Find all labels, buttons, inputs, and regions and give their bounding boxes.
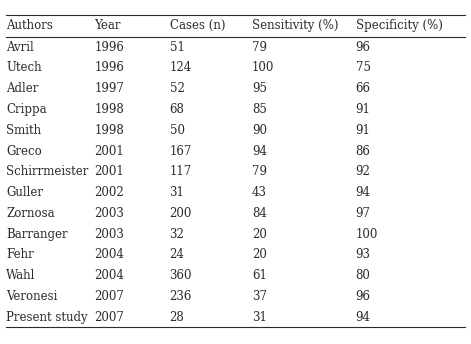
- Text: 28: 28: [170, 311, 184, 324]
- Text: 20: 20: [252, 227, 267, 240]
- Text: 94: 94: [356, 311, 371, 324]
- Text: Authors: Authors: [6, 19, 53, 32]
- Text: Fehr: Fehr: [6, 248, 34, 261]
- Text: Wahl: Wahl: [6, 269, 35, 282]
- Text: 1998: 1998: [94, 103, 124, 116]
- Text: 95: 95: [252, 82, 267, 95]
- Text: Greco: Greco: [6, 144, 42, 158]
- Text: 1997: 1997: [94, 82, 124, 95]
- Text: 94: 94: [356, 186, 371, 199]
- Text: 96: 96: [356, 41, 371, 54]
- Text: 75: 75: [356, 62, 371, 74]
- Text: 61: 61: [252, 269, 267, 282]
- Text: 1996: 1996: [94, 41, 124, 54]
- Text: Barranger: Barranger: [6, 227, 68, 240]
- Text: 100: 100: [356, 227, 378, 240]
- Text: 50: 50: [170, 124, 185, 137]
- Text: 68: 68: [170, 103, 185, 116]
- Text: Zornosa: Zornosa: [6, 207, 55, 220]
- Text: 24: 24: [170, 248, 185, 261]
- Text: 360: 360: [170, 269, 192, 282]
- Text: 52: 52: [170, 82, 185, 95]
- Text: 79: 79: [252, 41, 267, 54]
- Text: Sensitivity (%): Sensitivity (%): [252, 19, 339, 32]
- Text: 96: 96: [356, 290, 371, 303]
- Text: 2003: 2003: [94, 227, 124, 240]
- Text: Guller: Guller: [6, 186, 43, 199]
- Text: Avril: Avril: [6, 41, 34, 54]
- Text: Specificity (%): Specificity (%): [356, 19, 442, 32]
- Text: 20: 20: [252, 248, 267, 261]
- Text: 2001: 2001: [94, 165, 124, 178]
- Text: 85: 85: [252, 103, 267, 116]
- Text: Utech: Utech: [6, 62, 42, 74]
- Text: Adler: Adler: [6, 82, 39, 95]
- Text: 91: 91: [356, 124, 371, 137]
- Text: 2001: 2001: [94, 144, 124, 158]
- Text: 31: 31: [252, 311, 267, 324]
- Text: 1996: 1996: [94, 62, 124, 74]
- Text: Cases (n): Cases (n): [170, 19, 225, 32]
- Text: 37: 37: [252, 290, 267, 303]
- Text: 91: 91: [356, 103, 371, 116]
- Text: 32: 32: [170, 227, 185, 240]
- Text: 79: 79: [252, 165, 267, 178]
- Text: 2004: 2004: [94, 269, 124, 282]
- Text: 2004: 2004: [94, 248, 124, 261]
- Text: Present study: Present study: [6, 311, 88, 324]
- Text: 2007: 2007: [94, 290, 124, 303]
- Text: 124: 124: [170, 62, 192, 74]
- Text: Schirrmeister: Schirrmeister: [6, 165, 89, 178]
- Text: 90: 90: [252, 124, 267, 137]
- Text: 86: 86: [356, 144, 371, 158]
- Text: 80: 80: [356, 269, 371, 282]
- Text: 2002: 2002: [94, 186, 124, 199]
- Text: Crippa: Crippa: [6, 103, 47, 116]
- Text: 43: 43: [252, 186, 267, 199]
- Text: 167: 167: [170, 144, 192, 158]
- Text: 2007: 2007: [94, 311, 124, 324]
- Text: 66: 66: [356, 82, 371, 95]
- Text: 94: 94: [252, 144, 267, 158]
- Text: Smith: Smith: [6, 124, 41, 137]
- Text: 84: 84: [252, 207, 267, 220]
- Text: 236: 236: [170, 290, 192, 303]
- Text: Year: Year: [94, 19, 121, 32]
- Text: 100: 100: [252, 62, 275, 74]
- Text: 31: 31: [170, 186, 185, 199]
- Text: 97: 97: [356, 207, 371, 220]
- Text: 2003: 2003: [94, 207, 124, 220]
- Text: 51: 51: [170, 41, 185, 54]
- Text: 200: 200: [170, 207, 192, 220]
- Text: 1998: 1998: [94, 124, 124, 137]
- Text: 117: 117: [170, 165, 192, 178]
- Text: 93: 93: [356, 248, 371, 261]
- Text: Veronesi: Veronesi: [6, 290, 57, 303]
- Text: 92: 92: [356, 165, 371, 178]
